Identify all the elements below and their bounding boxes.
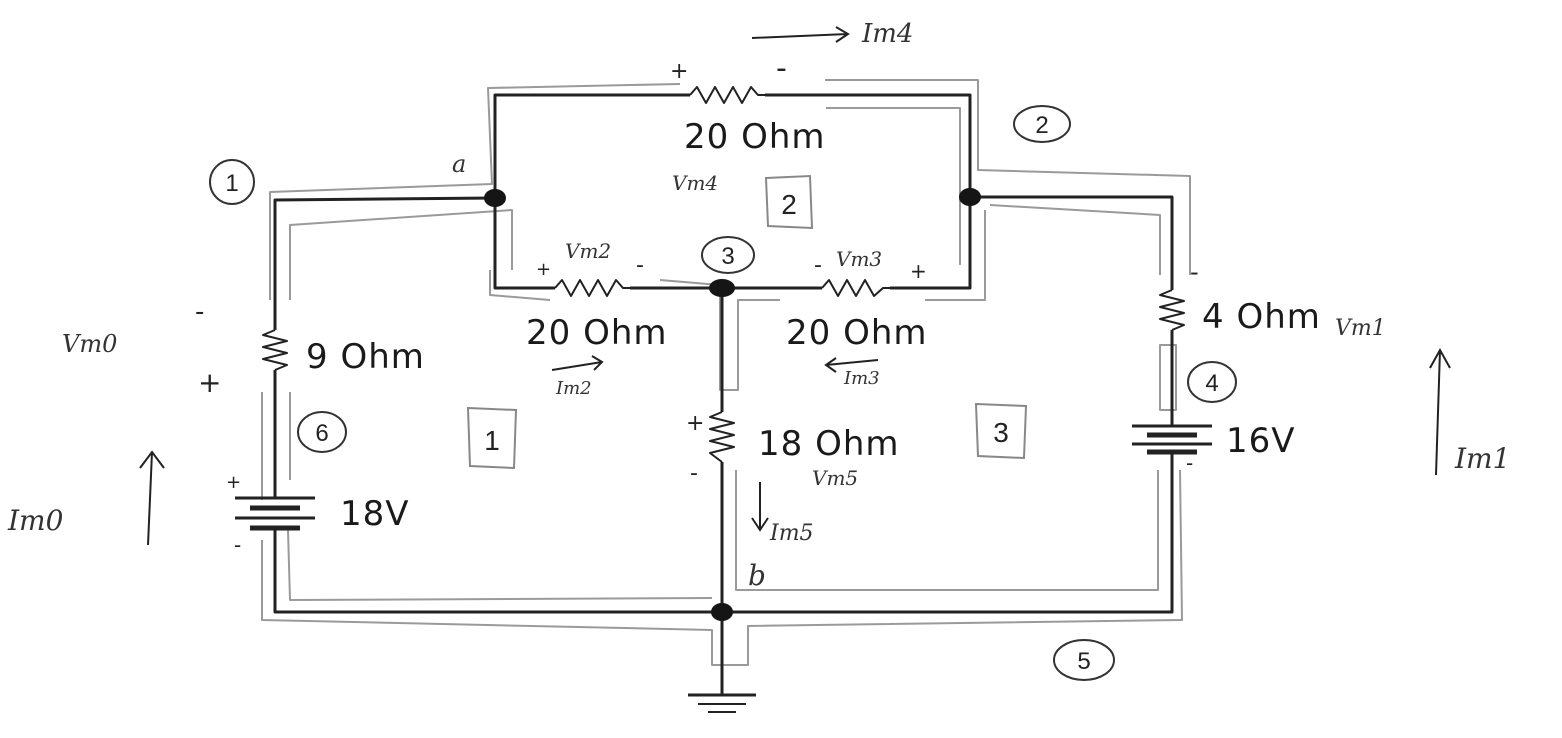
label-im4: Im4	[861, 19, 913, 49]
label-r-center: 18 Ohm	[758, 424, 900, 464]
arrow-im2	[551, 355, 604, 371]
label-r-right: 4 Ohm	[1202, 297, 1321, 337]
loop-numbers: 1 2 3	[466, 174, 1028, 470]
label-vm3: Vm3	[836, 247, 882, 271]
label-im3: Im3	[843, 368, 880, 389]
battery-right-16v	[1132, 424, 1212, 455]
svg-text:4: 4	[1205, 370, 1218, 397]
label-im2: Im2	[555, 378, 592, 399]
svg-text:2: 2	[781, 189, 797, 220]
label-r-mid-right: 20 Ohm	[786, 313, 928, 353]
resistor-left-9ohm	[262, 329, 288, 371]
plus-left-resistor: +	[198, 366, 221, 399]
current-labels: Im0 Im1 Im2 Im3 Im4 Im5	[7, 19, 1510, 546]
circled-number-4: 4	[1187, 361, 1237, 403]
circled-number-3: 3	[701, 236, 755, 274]
loop-box-3: 3	[974, 402, 1028, 460]
minus-left-battery: -	[234, 533, 241, 557]
minus-top-resistor: -	[776, 51, 787, 86]
svg-text:3: 3	[993, 417, 1009, 448]
plus-center-resistor: +	[686, 411, 704, 436]
junction-center	[709, 279, 735, 297]
label-im1: Im1	[1454, 442, 1510, 475]
label-r-left: 9 Ohm	[306, 337, 425, 377]
plus-left-battery: +	[226, 472, 241, 493]
arrow-im5	[751, 482, 769, 532]
label-vm2: Vm2	[565, 239, 611, 263]
node-label-a: a	[452, 150, 466, 178]
circled-number-2: 2	[1013, 105, 1071, 143]
plus-mid-left: +	[536, 259, 551, 280]
component-values: 20 Ohm 20 Ohm 20 Ohm 9 Ohm 18 Ohm 4 Ohm …	[306, 117, 1321, 534]
minus-right-resistor: -	[1190, 258, 1199, 286]
resistor-mid-left-20ohm	[554, 279, 630, 297]
minus-right-battery: -	[1186, 451, 1193, 475]
minus-center-resistor: -	[690, 461, 698, 486]
battery-left-18v	[235, 496, 315, 531]
arrow-im4	[751, 26, 850, 43]
plus-top-resistor: +	[670, 59, 688, 84]
label-im0: Im0	[7, 504, 63, 537]
svg-text:5: 5	[1077, 648, 1090, 675]
circled-numbers: 1 2 3 4 5 6	[209, 105, 1237, 681]
node-letters: a b	[452, 150, 766, 592]
minus-mid-left: -	[636, 253, 644, 278]
ground-symbol	[688, 693, 756, 713]
resistor-top-20ohm	[689, 86, 765, 104]
arrow-im1	[1429, 347, 1451, 476]
polarity-signs: + - + - - + - + + - + - - -	[195, 51, 1199, 557]
circled-number-6: 6	[297, 411, 347, 453]
arrow-im3	[824, 357, 879, 373]
plus-mid-right: +	[910, 259, 927, 283]
label-r-top: 20 Ohm	[684, 117, 826, 157]
minus-left-resistor: -	[195, 297, 204, 327]
node-label-b: b	[748, 559, 766, 592]
loop-box-1: 1	[466, 406, 518, 470]
circled-number-1: 1	[209, 159, 255, 205]
label-vm0: Vm0	[62, 330, 117, 358]
junction-right	[959, 188, 981, 206]
arrow-im0	[139, 450, 165, 546]
svg-text:2: 2	[1035, 112, 1048, 139]
junction-dots	[484, 188, 981, 621]
minus-mid-right: -	[814, 253, 822, 278]
label-im5: Im5	[769, 521, 814, 546]
label-v-right: 16V	[1226, 421, 1296, 461]
svg-text:6: 6	[315, 420, 328, 447]
svg-text:1: 1	[484, 425, 500, 456]
label-r-mid-left: 20 Ohm	[526, 313, 668, 353]
voltage-labels: Vm0 Vm1 Vm2 Vm3 Vm4 Vm5	[62, 171, 1386, 490]
label-vm1: Vm1	[1335, 316, 1386, 341]
label-vm5: Vm5	[812, 466, 858, 490]
resistor-right-4ohm	[1159, 289, 1185, 331]
junction-a	[484, 189, 506, 207]
svg-text:3: 3	[721, 243, 734, 270]
label-vm4: Vm4	[672, 171, 718, 195]
loop-box-2: 2	[764, 174, 814, 230]
label-v-left: 18V	[340, 494, 410, 534]
svg-text:1: 1	[225, 170, 238, 197]
circled-number-5: 5	[1053, 639, 1115, 681]
resistor-center-18ohm	[709, 411, 735, 463]
junction-b	[711, 603, 733, 621]
resistor-mid-right-20ohm	[821, 279, 890, 297]
